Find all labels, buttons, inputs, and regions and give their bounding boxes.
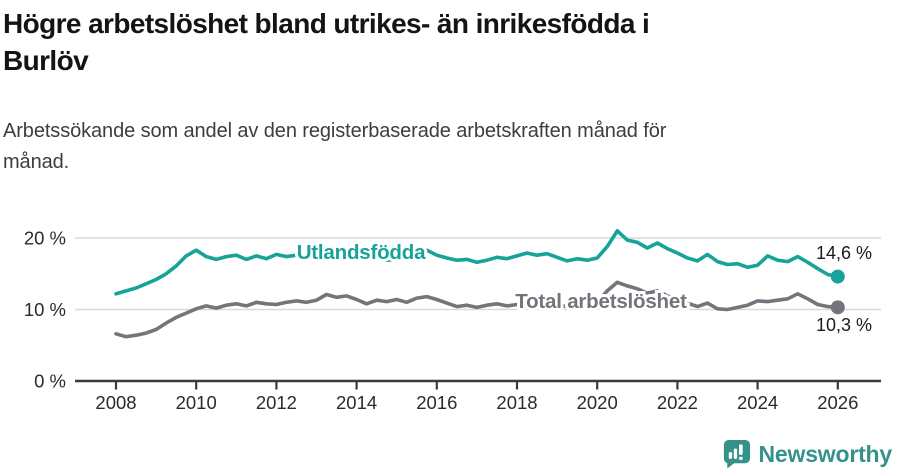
series-line-total — [114, 280, 840, 339]
series-line-utlandsfodda — [114, 229, 840, 296]
newsworthy-logo-icon — [723, 439, 750, 469]
x-tick-label: 2022 — [657, 392, 698, 413]
x-tick-label: 2024 — [737, 392, 778, 413]
series-inline-label: Utlandsfödda — [297, 241, 426, 264]
x-tick-label: 2010 — [176, 392, 217, 413]
title-line-2: Burlöv — [3, 45, 89, 76]
series-end-dot — [830, 269, 845, 284]
series-inline-label: Total arbetslöshet — [515, 290, 687, 313]
y-tick-label: 20 % — [24, 228, 66, 249]
x-tick-label: 2016 — [416, 392, 457, 413]
y-tick-label: 0 % — [34, 371, 66, 392]
chart-subtitle: Arbetssökande som andel av den registerb… — [3, 116, 897, 178]
series-end-value-label: 14,6 % — [816, 243, 872, 263]
x-tick-label: 2014 — [336, 392, 377, 413]
x-tick-label: 2018 — [496, 392, 537, 413]
x-tick-label: 2012 — [256, 392, 297, 413]
series-end-value-label: 10,3 % — [816, 315, 872, 335]
series-end-dot — [830, 300, 845, 315]
x-tick-label: 2026 — [817, 392, 858, 413]
line-chart: 0 % 10 % 20 % 2008 2010 2012 2014 2016 2018 2020 2… — [0, 215, 900, 430]
newsworthy-logo-text: Newsworthy — [758, 440, 893, 467]
bar-chart-glyph — [728, 444, 743, 461]
subtitle-line-2: månad. — [3, 151, 70, 173]
subtitle-line-1: Arbetssökande som andel av den registerb… — [3, 120, 667, 142]
page-title: Högre arbetslöshet bland utrikes- än inr… — [3, 5, 897, 79]
y-tick-label: 10 % — [24, 299, 66, 320]
x-tick-label: 2020 — [577, 392, 618, 413]
chart-canvas: 0 % 10 % 20 % 2008 2010 2012 2014 2016 2018 2020 2… — [24, 228, 881, 413]
newsworthy-logo[interactable]: Newsworthy — [721, 437, 892, 471]
title-line-1: Högre arbetslöshet bland utrikes- än inr… — [3, 8, 650, 39]
x-tick-label: 2008 — [95, 392, 136, 413]
